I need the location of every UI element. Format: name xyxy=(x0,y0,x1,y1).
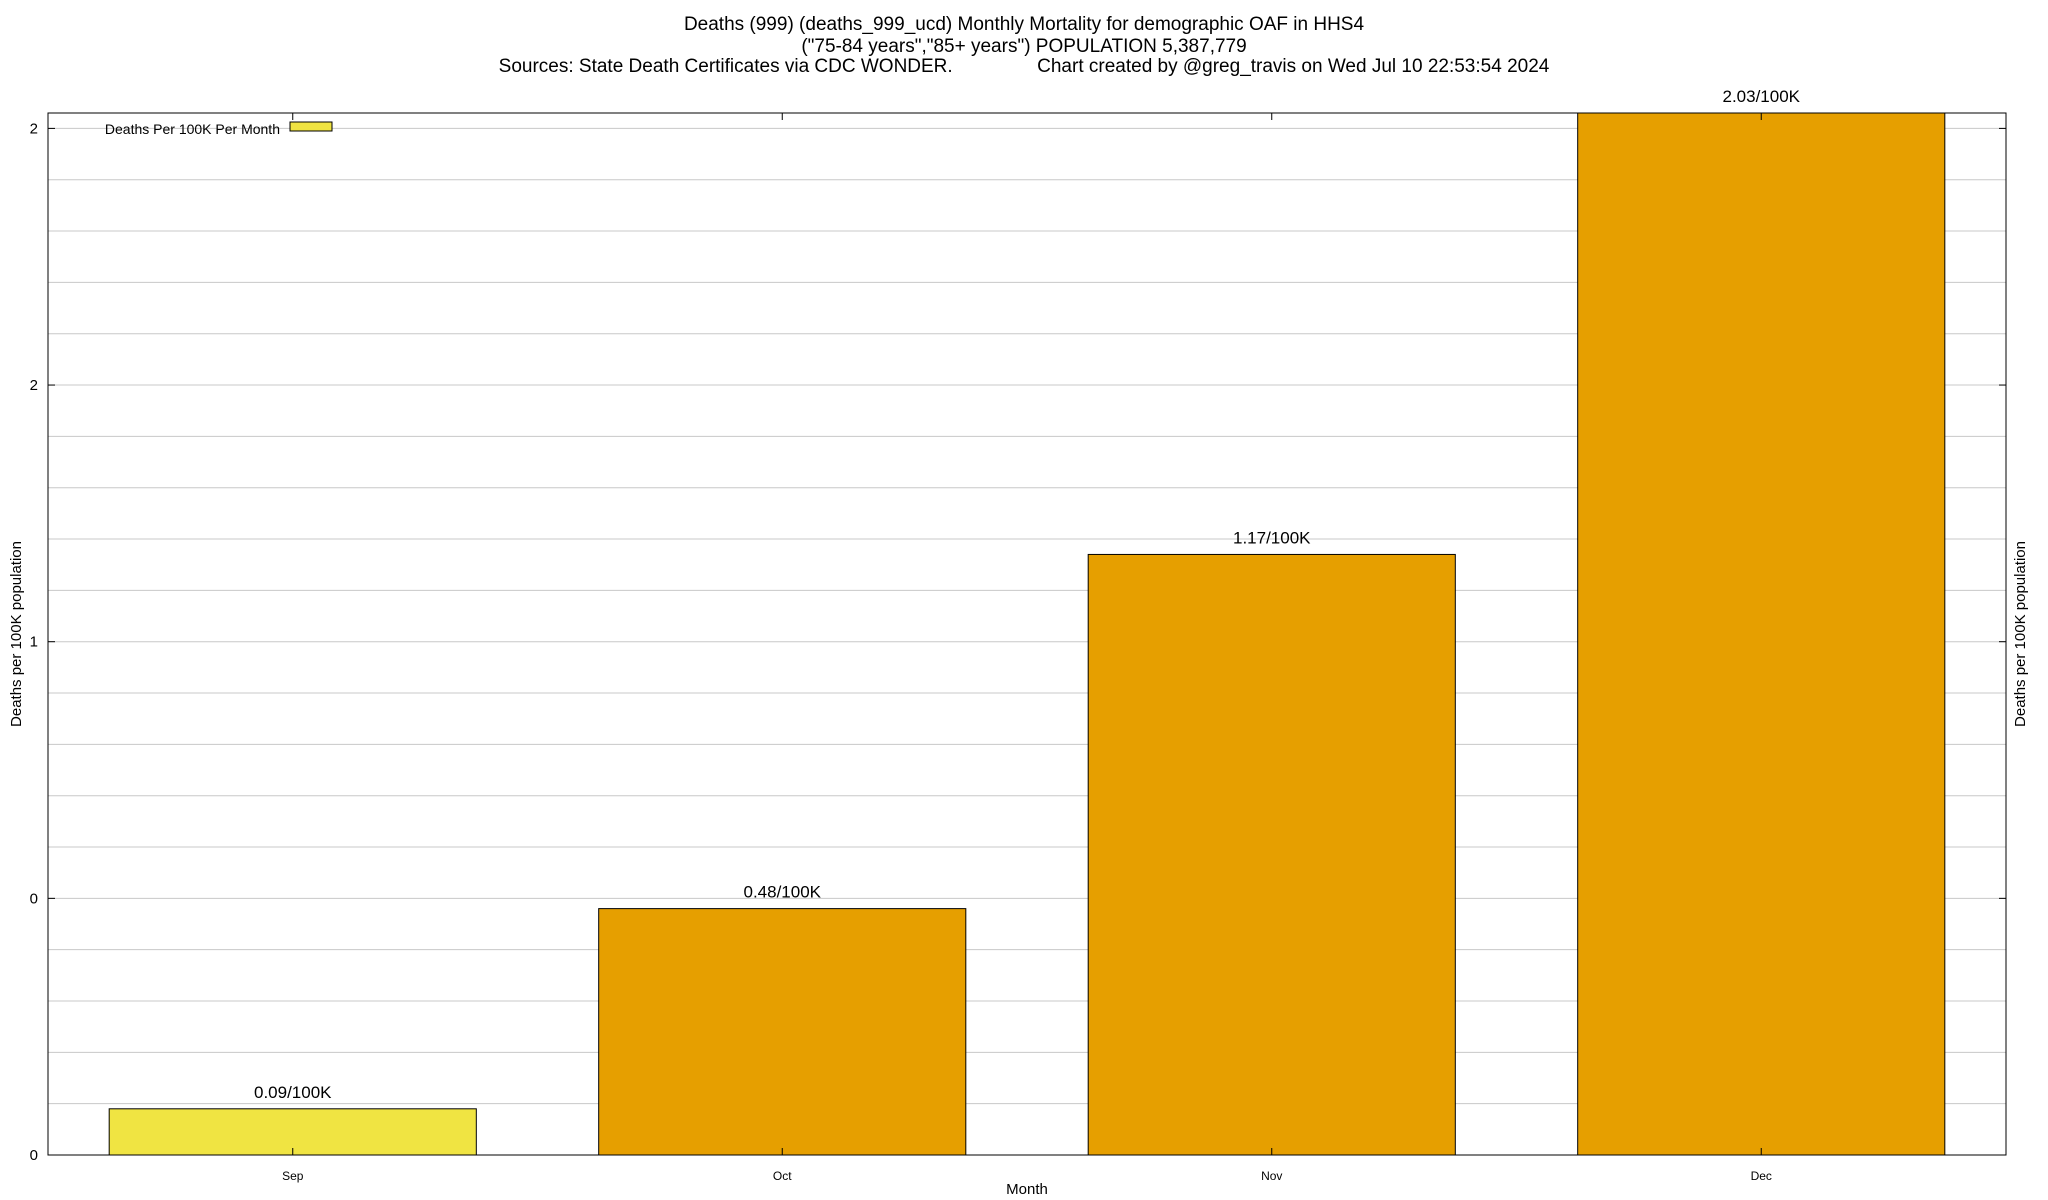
bar-value-label: 1.17/100K xyxy=(1233,528,1311,547)
bar-sep xyxy=(108,1108,477,1156)
y-tick-label: 2 xyxy=(30,120,38,137)
axis-ticks xyxy=(48,113,2006,1156)
bar-value-label: 0.48/100K xyxy=(743,883,821,902)
x-axis-title: Month xyxy=(1006,1181,1048,1198)
bar-oct xyxy=(598,908,967,1156)
bar-value-labels: 0.09/100K 0.48/100K 1.17/100K 2.03/100K xyxy=(254,87,1801,1102)
bar-nov xyxy=(1087,553,1456,1156)
y-axis-title-left: Deaths per 100K population xyxy=(8,541,25,727)
x-tick-label: Sep xyxy=(282,1169,304,1183)
title-line-1: Deaths (999) (deaths_999_ucd) Monthly Mo… xyxy=(684,14,1365,35)
title-line-2: ("75-84 years","85+ years") POPULATION 5… xyxy=(801,36,1246,57)
bar-value-label: 0.09/100K xyxy=(254,1083,332,1102)
x-tick-label: Dec xyxy=(1751,1169,1772,1183)
x-tick-label: Oct xyxy=(773,1169,792,1183)
y-tick-label: 0 xyxy=(30,890,38,907)
plot-frame xyxy=(47,112,2007,1156)
legend-label: Deaths Per 100K Per Month xyxy=(105,121,280,137)
x-tick-label: Nov xyxy=(1261,1169,1282,1183)
y-axis-title-right: Deaths per 100K population xyxy=(2012,541,2029,727)
x-tick-labels: Sep Oct Nov Dec xyxy=(282,1169,1772,1183)
title-line-3: Sources: State Death Certificates via CD… xyxy=(499,56,1550,77)
chart-title: Deaths (999) (deaths_999_ucd) Monthly Mo… xyxy=(499,14,1550,77)
bar-dec xyxy=(1577,112,1946,1156)
legend-swatch xyxy=(289,121,333,132)
y-tick-label: 0 xyxy=(30,1147,38,1164)
y-tick-labels: 0 0 1 2 2 xyxy=(30,120,38,1164)
legend: Deaths Per 100K Per Month xyxy=(105,121,333,137)
bars xyxy=(108,112,1946,1156)
y-tick-label: 2 xyxy=(30,377,38,394)
y-tick-label: 1 xyxy=(30,634,38,651)
bar-value-label: 2.03/100K xyxy=(1722,87,1800,106)
